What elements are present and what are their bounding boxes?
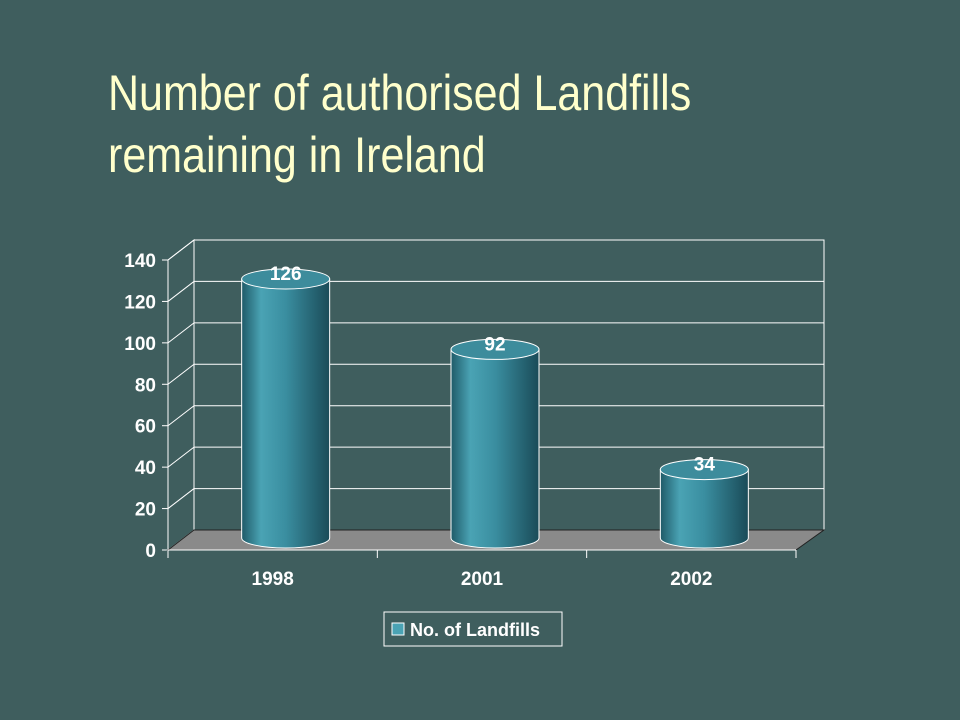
legend-swatch [391,622,405,636]
gridline-side [167,446,195,468]
gridline-side [167,405,195,427]
y-tick-label: 20 [135,500,156,521]
x-category-label: 1998 [252,569,294,590]
gridline-side [167,488,195,509]
y-tick-label: 40 [135,458,156,479]
bar-cylinder [450,338,540,549]
x-category-label: 2001 [461,569,504,590]
bar-body [241,278,331,549]
bar-top [659,459,749,481]
legend-box [383,611,563,647]
legend-entry-label: No. of Landfills [410,620,540,640]
gridline-side [167,239,195,261]
gridline-side [167,363,195,385]
bar-cylinder [241,268,331,549]
bar-body [659,469,749,549]
x-category-label: 2002 [670,569,712,590]
y-tick-label: 140 [124,251,156,272]
bar-top [241,268,331,290]
chart-legend: No. of Landfills [383,611,563,647]
slide-title-line-2: remaining in Ireland [108,127,486,183]
y-tick-label: 120 [124,292,156,313]
slide-title-line-1: Number of authorised Landfills [108,65,692,121]
bar-data-label: 34 [694,455,716,476]
slide-title: Number of authorised Landfills remaining… [108,62,796,186]
chart-side-wall [167,238,195,552]
chart-labels-layer: 0 20 40 60 80 100 120 140 126 1998 92 2001 34 2002 [124,251,715,590]
gridline-side [167,281,195,302]
bar-data-label: 126 [270,264,302,285]
bar-top [450,338,540,360]
y-tick-label: 60 [135,417,156,438]
y-tick-label: 80 [135,375,156,396]
bar-body [450,348,540,549]
y-tick-label: 100 [124,334,156,355]
chart-bars-layer [241,268,749,549]
gridline-side [167,322,195,344]
bar-cylinder [659,459,749,549]
bar-data-label: 92 [484,334,505,355]
y-tick-label: 0 [145,541,156,562]
